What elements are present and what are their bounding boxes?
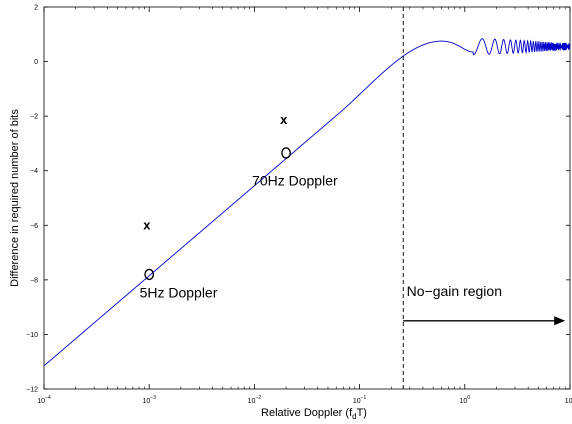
circle-marker [281,147,291,159]
y-tick-label: −4 [30,168,38,175]
x-tick-label: 101 [565,395,572,405]
y-tick-label: 2 [34,5,38,12]
circle-marker [144,268,155,281]
annotation-label: No−gain region [407,283,502,299]
y-axis-ticks: 2 0 −2 −4 −6 −8 −10 −12 [26,5,570,394]
y-tick-label: −8 [30,277,38,284]
y-axis-label: Difference in required number of bits [9,109,21,287]
markers-layer: xx [143,112,291,281]
y-tick-label: −2 [30,114,38,121]
annotations-layer: 5Hz Doppler 70Hz Doppler No−gain region [140,173,502,301]
x-axis-label: Relative Doppler (fdT) [261,407,367,421]
series-line [43,38,571,367]
x-marker: x [280,112,288,127]
x-tick-label: 10−3 [142,395,156,405]
y-tick-label: −6 [30,223,38,230]
annotation-label: 70Hz Doppler [252,173,338,189]
series-layer [43,7,571,389]
no-gain-arrow-head [554,316,566,326]
y-tick-label: 0 [34,59,38,66]
x-tick-label: 10−1 [353,395,367,405]
plot-frame [43,6,571,390]
x-marker: x [143,217,151,232]
y-tick-label: −10 [26,332,38,339]
x-axis-ticks: 10−4 10−3 10−2 10−1 100 101 [37,7,572,405]
annotation-label: 5Hz Doppler [140,285,218,301]
x-tick-label: 10−4 [37,395,51,405]
x-tick-label: 100 [460,395,471,405]
y-tick-label: −12 [26,387,38,394]
x-tick-label: 10−2 [248,395,262,405]
